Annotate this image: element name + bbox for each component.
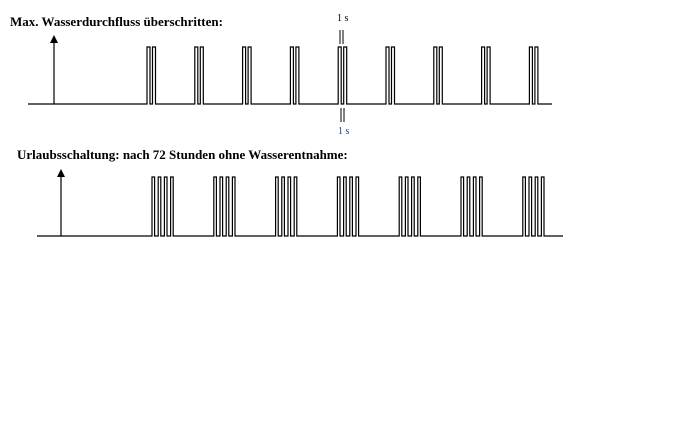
diagram2-title: Urlaubsschaltung: nach 72 Stunden ohne W… [17,147,348,162]
diagram1-title: Max. Wasserdurchfluss überschritten: [10,14,223,29]
diagram1-arrow-up-icon [50,35,58,43]
annotation-1s-bottom: 1 s [338,126,350,137]
diagram1-pulse-train [28,46,552,105]
annotation-1s-top: 1 s [337,13,349,24]
diagram2-pulse-train [37,176,563,237]
diagram2-arrow-up-icon [57,169,65,177]
